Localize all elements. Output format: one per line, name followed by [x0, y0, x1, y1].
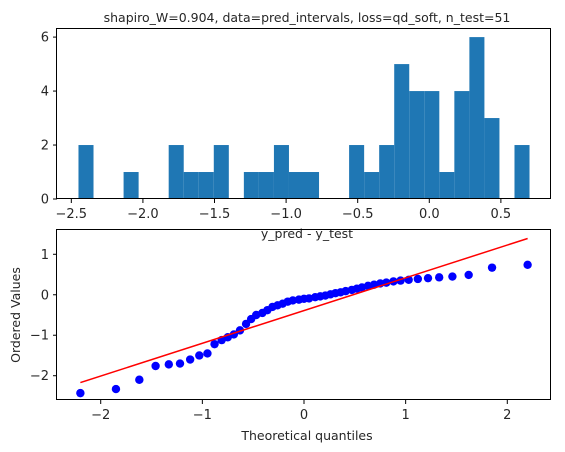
qq-x-tick-label: 1: [402, 408, 410, 423]
histogram-bar: [274, 145, 289, 199]
qq-point: [523, 261, 531, 269]
qq-point: [186, 355, 194, 363]
qq-fit-line: [80, 239, 527, 383]
histogram-bar: [364, 172, 379, 199]
histogram-y-tick-label: 4: [41, 85, 49, 100]
histogram-bar: [454, 91, 469, 199]
qq-point: [448, 272, 456, 280]
qq-point: [165, 360, 173, 368]
histogram-bar: [424, 91, 439, 199]
qq-point: [135, 376, 143, 384]
histogram-x-tick-label: −0.5: [342, 207, 374, 222]
qq-x-tick-label: −2: [91, 408, 110, 423]
histogram-bar: [199, 172, 214, 199]
qq-points: [76, 261, 532, 398]
qq-y-tick-label: −1: [30, 329, 49, 344]
qq-point: [176, 359, 184, 367]
histogram-x-tick-label: −1.0: [270, 207, 302, 222]
histogram-bar: [484, 118, 499, 199]
histogram-bar: [169, 145, 184, 199]
histogram-bar: [214, 145, 229, 199]
histogram-bar: [349, 145, 364, 199]
histogram-bar: [439, 172, 454, 199]
histogram-x-tick-label: 0.5: [491, 207, 512, 222]
histogram-bar: [289, 172, 304, 199]
histogram-bar: [394, 64, 409, 199]
qq-plot-panel: −2 −1 0 1 2 −2 −1 0 1 Theoretical quantiles Ord…: [8, 230, 551, 444]
qq-fit-line-segment: [80, 239, 527, 383]
histogram-bar: [124, 172, 139, 199]
histogram-bar: [469, 37, 484, 199]
histogram-x-label: y_pred - y_test: [261, 226, 353, 241]
histogram-bar: [304, 172, 319, 199]
qq-y-label: Ordered Values: [8, 267, 23, 363]
qq-x-tick-label: −1: [193, 408, 212, 423]
qq-point: [112, 385, 120, 393]
qq-point: [151, 362, 159, 370]
histogram-title: shapiro_W=0.904, data=pred_intervals, lo…: [104, 10, 511, 25]
histogram-bars: [78, 37, 529, 199]
qq-x-tick-label: 2: [503, 408, 511, 423]
histogram-y-tick-label: 6: [41, 31, 49, 46]
histogram-bar: [244, 172, 259, 199]
qq-point: [488, 263, 496, 271]
histogram-bar: [514, 145, 529, 199]
histogram-y-tick-label: 0: [41, 193, 49, 208]
histogram-x-tick-label: −2.5: [56, 207, 88, 222]
histogram-bar: [379, 145, 394, 199]
qq-y-ticks: −2 −1 0 1: [30, 248, 57, 384]
histogram-x-tick-label: −1.5: [199, 207, 231, 222]
qq-point: [76, 389, 84, 397]
histogram-bar: [409, 91, 424, 199]
qq-x-ticks: −2 −1 0 1 2: [91, 400, 511, 423]
qq-point: [203, 349, 211, 357]
qq-x-tick-label: 0: [300, 408, 308, 423]
histogram-y-tick-label: 2: [41, 139, 49, 154]
qq-point: [424, 274, 432, 282]
qq-point: [195, 351, 203, 359]
qq-x-label: Theoretical quantiles: [240, 428, 372, 443]
histogram-x-tick-label: 0.0: [419, 207, 440, 222]
qq-y-tick-label: 1: [41, 248, 49, 263]
qq-point: [435, 273, 443, 281]
histogram-bar: [184, 172, 199, 199]
histogram-x-tick-label: −2.0: [127, 207, 159, 222]
histogram-bar: [78, 145, 93, 199]
qq-point: [464, 271, 472, 279]
histogram-y-ticks: 0 2 4 6: [41, 31, 57, 208]
qq-y-tick-label: 0: [41, 288, 49, 303]
histogram-x-ticks: −2.5 −2.0 −1.5 −1.0 −0.5 0.0 0.5: [56, 199, 512, 222]
qq-point: [414, 275, 422, 283]
qq-y-tick-label: −2: [30, 369, 49, 384]
qq-point: [210, 340, 218, 348]
histogram-panel: shapiro_W=0.904, data=pred_intervals, lo…: [41, 10, 551, 241]
histogram-bar: [259, 172, 274, 199]
